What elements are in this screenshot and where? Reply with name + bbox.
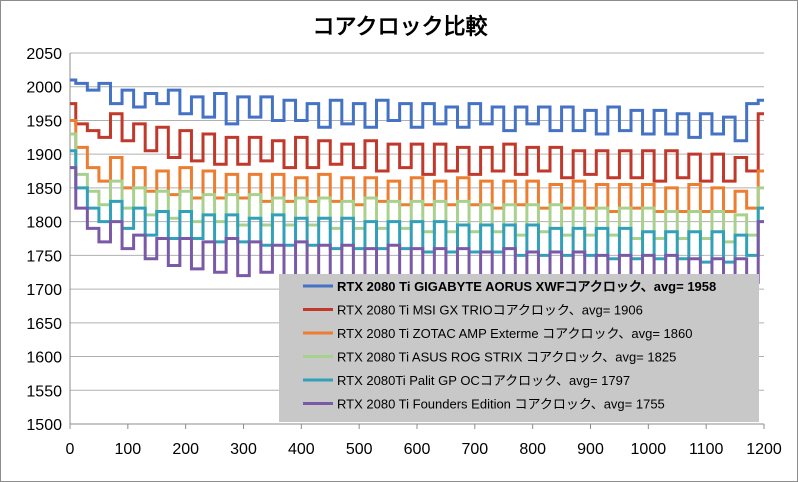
x-tick-label: 400	[288, 441, 315, 458]
y-tick-label: 1900	[26, 147, 62, 164]
x-tick-label: 0	[66, 441, 75, 458]
y-tick-label: 2050	[26, 46, 62, 63]
y-tick-label: 1700	[26, 282, 62, 299]
legend: RTX 2080 Ti GIGABYTE AORUS XWFコアクロック、avg…	[279, 274, 759, 422]
legend-label-3: RTX 2080 Ti ZOTAC AMP Exterme コアクロック、avg…	[337, 326, 692, 341]
series-line-5	[70, 149, 764, 264]
x-tick-label: 700	[461, 441, 488, 458]
x-tick-label: 200	[172, 441, 199, 458]
x-tick-label: 1200	[746, 441, 782, 458]
y-tick-label: 2000	[26, 80, 62, 97]
legend-label-5: RTX 2080Ti Palit GP OCコアクロック、avg= 1797	[337, 373, 630, 388]
x-tick-label: 300	[230, 441, 257, 458]
y-tick-label: 1550	[26, 383, 62, 400]
x-tick-label: 600	[404, 441, 431, 458]
legend-label-6: RTX 2080 Ti Founders Edition コアクロック、avg=…	[337, 397, 665, 412]
series-line-1	[70, 78, 764, 143]
series-lines	[70, 78, 764, 288]
series-line-6	[70, 166, 764, 288]
y-tick-label: 1950	[26, 113, 62, 130]
x-tick-label: 100	[114, 441, 141, 458]
y-tick-label: 1800	[26, 215, 62, 232]
chart-title: コアクロック比較	[313, 14, 489, 40]
series-line-4	[70, 132, 764, 244]
x-tick-label: 1100	[689, 441, 724, 458]
legend-box	[279, 274, 759, 422]
legend-label-4: RTX 2080 Ti ASUS ROG STRIX コアクロック、avg= 1…	[337, 350, 676, 365]
x-tick-label: 900	[577, 441, 604, 458]
y-tick-label: 1500	[26, 417, 62, 434]
x-tick-label: 1000	[631, 441, 667, 458]
legend-label-1: RTX 2080 Ti GIGABYTE AORUS XWFコアクロック、avg…	[337, 279, 716, 294]
y-tick-label: 1650	[26, 316, 62, 333]
series-line-3	[70, 118, 764, 214]
axes: 1500 1550 1600 1650 1700 1750 1800 1850 1900 1950…	[26, 46, 781, 458]
y-tick-label: 1850	[26, 181, 62, 198]
x-tick-label: 800	[519, 441, 546, 458]
x-tick-label: 500	[346, 441, 373, 458]
legend-label-2: RTX 2080 Ti MSI GX TRIOコアクロック、avg= 1906	[337, 303, 643, 318]
series-line-2	[70, 102, 764, 183]
y-tick-label: 1600	[26, 350, 62, 367]
y-tick-label: 1750	[26, 248, 62, 265]
